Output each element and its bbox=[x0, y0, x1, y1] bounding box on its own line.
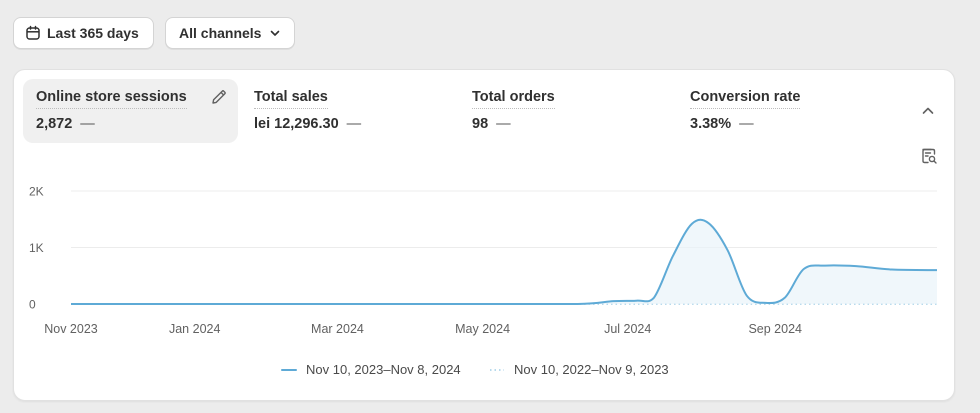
date-range-button[interactable]: Last 365 days bbox=[13, 17, 154, 49]
edit-pencil-icon[interactable] bbox=[210, 88, 228, 106]
legend-label: Nov 10, 2023–Nov 8, 2024 bbox=[306, 362, 461, 377]
metric-label[interactable]: Total sales bbox=[254, 88, 328, 109]
metric-value: lei 12,296.30 bbox=[254, 116, 339, 132]
metric-delta: — bbox=[496, 116, 511, 132]
metric-label[interactable]: Conversion rate bbox=[690, 88, 801, 109]
calendar-icon bbox=[25, 25, 41, 41]
metric-delta: — bbox=[739, 116, 754, 132]
analytics-card: Online store sessions 2,872 — Total sale… bbox=[13, 69, 955, 401]
x-tick-label: Jul 2024 bbox=[604, 322, 651, 336]
legend-label: Nov 10, 2022–Nov 9, 2023 bbox=[514, 362, 669, 377]
metric-label[interactable]: Online store sessions bbox=[36, 88, 187, 109]
metric-value: 2,872 bbox=[36, 116, 73, 132]
date-range-label: Last 365 days bbox=[47, 25, 139, 41]
series-line-current bbox=[71, 218, 938, 306]
x-tick-label: Nov 2023 bbox=[44, 322, 98, 336]
chevron-down-icon bbox=[269, 27, 281, 39]
y-tick-label: 2K bbox=[29, 185, 44, 199]
legend-item[interactable]: Nov 10, 2022–Nov 9, 2023 bbox=[490, 362, 669, 377]
metric-label[interactable]: Total orders bbox=[472, 88, 555, 109]
x-tick-label: Mar 2024 bbox=[311, 322, 364, 336]
metric-online-store-sessions[interactable]: Online store sessions 2,872 — bbox=[23, 79, 238, 143]
metric-conversion-rate[interactable]: Conversion rate 3.38% — bbox=[677, 79, 887, 143]
x-tick-label: May 2024 bbox=[455, 322, 510, 336]
channel-select-label: All channels bbox=[179, 25, 262, 41]
metric-value: 3.38% bbox=[690, 116, 732, 132]
metric-total-sales[interactable]: Total sales lei 12,296.30 — bbox=[241, 79, 451, 143]
y-tick-label: 1K bbox=[29, 241, 44, 255]
metric-delta: — bbox=[80, 116, 95, 132]
series-area bbox=[71, 219, 937, 304]
metric-total-orders[interactable]: Total orders 98 — bbox=[459, 79, 669, 143]
y-tick-label: 0 bbox=[29, 298, 36, 312]
x-tick-label: Sep 2024 bbox=[748, 322, 802, 336]
chevron-up-icon[interactable] bbox=[918, 101, 938, 121]
metric-value: 98 bbox=[472, 116, 489, 132]
metric-delta: — bbox=[346, 116, 362, 132]
legend-item[interactable]: Nov 10, 2023–Nov 8, 2024 bbox=[281, 362, 461, 377]
x-tick-label: Jan 2024 bbox=[169, 322, 220, 336]
channel-select-button[interactable]: All channels bbox=[165, 17, 295, 49]
chart-search-icon[interactable] bbox=[919, 146, 939, 166]
